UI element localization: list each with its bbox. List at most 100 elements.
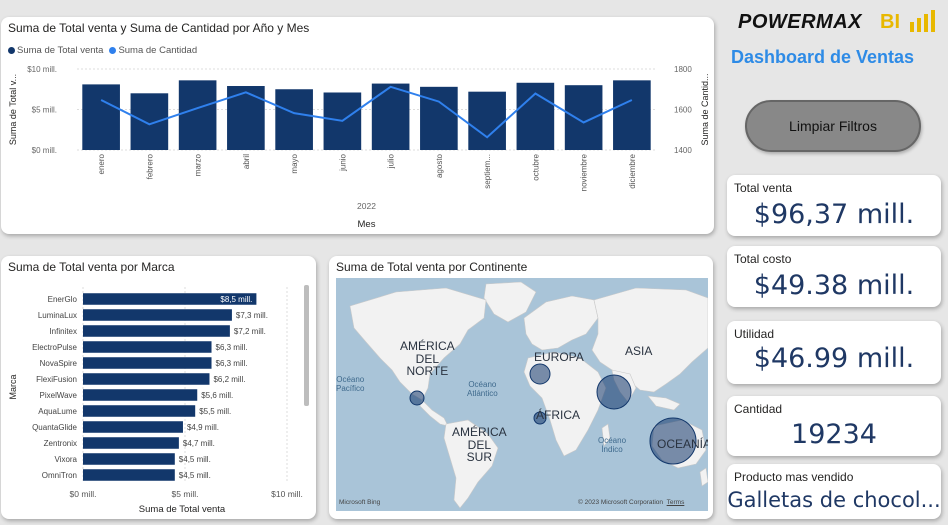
bar-data-label: $5,6 mill. xyxy=(201,391,233,400)
bar-total-venta[interactable] xyxy=(468,91,506,150)
combo-chart-legend: Suma de Total venta Suma de Cantidad xyxy=(8,45,197,56)
label-europe: EUROPA xyxy=(534,350,584,364)
brand-category-label: Vixora xyxy=(54,455,77,464)
bar-chart-icon xyxy=(910,10,935,32)
bar-brand-total-venta[interactable] xyxy=(83,309,232,321)
brand-category-label: AquaLume xyxy=(38,407,77,416)
bar-data-label: $8,5 mill. xyxy=(220,295,252,304)
bar-total-venta[interactable] xyxy=(420,86,458,150)
map-card[interactable]: Suma de Total venta por Continente xyxy=(329,256,713,519)
bar-total-venta[interactable] xyxy=(564,85,603,150)
brand-category-label: EnerGlo xyxy=(48,295,78,304)
combo-chart-title: Suma de Total venta y Suma de Cantidad p… xyxy=(8,21,310,35)
kpi-value: $46.99 mill. xyxy=(753,343,915,374)
legend-item-total-venta[interactable]: Suma de Total venta xyxy=(8,45,103,56)
y-right-axis-title: Suma de Cantid... xyxy=(700,73,710,145)
bubble-north-america[interactable] xyxy=(409,390,425,406)
bar-brand-total-venta[interactable] xyxy=(83,453,175,465)
bar-brand-total-venta[interactable] xyxy=(83,325,230,337)
bar-data-label: $4,5 mill. xyxy=(179,471,211,480)
map-title: Suma de Total venta por Continente xyxy=(336,260,528,274)
bing-logo: Microsoft Bing xyxy=(339,499,381,506)
scrollbar-thumb[interactable] xyxy=(304,285,309,406)
bar-data-label: $5,5 mill. xyxy=(199,407,231,416)
bar-brand-total-venta[interactable] xyxy=(83,341,212,353)
bar-brand-total-venta[interactable] xyxy=(83,357,212,369)
powermax-logo: POWERMAX BI xyxy=(738,8,938,38)
y-left-tick-label: $5 mill. xyxy=(32,106,57,115)
x-category-label: febrero xyxy=(145,153,154,179)
x-axis-title: Suma de Total venta xyxy=(139,504,226,515)
bubble-oceania[interactable] xyxy=(649,417,697,465)
x-category-label: octubre xyxy=(531,153,540,180)
bar-data-label: $6,3 mill. xyxy=(216,343,248,352)
kpi-value: Galletas de chocol... xyxy=(727,488,941,512)
y-right-tick-label: 1400 xyxy=(674,146,692,155)
bar-total-venta[interactable] xyxy=(178,80,217,150)
brand-category-label: Zentronix xyxy=(44,439,77,448)
legend-item-cantidad[interactable]: Suma de Cantidad xyxy=(109,45,197,56)
bubble-europe[interactable] xyxy=(529,363,551,385)
bar-brand-total-venta[interactable] xyxy=(83,421,183,433)
kpi-card-cantidad[interactable]: Cantidad 19234 xyxy=(727,396,941,456)
kpi-label: Utilidad xyxy=(734,327,775,341)
brand-category-label: LuminaLux xyxy=(38,311,77,320)
bar-total-venta[interactable] xyxy=(82,84,120,150)
bar-brand-total-venta[interactable] xyxy=(83,389,198,401)
x-category-label: noviembre xyxy=(580,153,589,191)
x-category-label: junio xyxy=(338,153,347,171)
brand-category-label: ElectroPulse xyxy=(32,343,77,352)
kpi-card-producto-mas-vendido[interactable]: Producto mas vendido Galletas de chocol.… xyxy=(727,464,941,519)
bubble-asia[interactable] xyxy=(596,374,632,410)
x-category-label: diciembre xyxy=(628,153,637,188)
bar-brand-total-venta[interactable] xyxy=(83,437,179,449)
bar-brand-total-venta[interactable] xyxy=(83,293,257,305)
x-category-label: enero xyxy=(97,153,106,174)
brand-category-label: QuantaGlide xyxy=(32,423,77,432)
x-category-label: mayo xyxy=(290,153,299,173)
label-oceania: OCEANÍA xyxy=(657,437,708,451)
brand-category-label: FlexiFusion xyxy=(36,375,77,384)
bar-data-label: $6,3 mill. xyxy=(216,359,248,368)
line-cantidad[interactable] xyxy=(100,85,633,139)
kpi-value: 19234 xyxy=(791,419,877,450)
brand-chart-plot[interactable]: $0 mill. $5 mill. $10 mill. EnerGlo $8,5 mil… xyxy=(1,256,316,519)
bar-total-venta[interactable] xyxy=(275,89,313,150)
y-left-tick-label: $10 mill. xyxy=(27,65,57,74)
label-asia: ASIA xyxy=(625,344,653,358)
x-category-label: agosto xyxy=(435,153,444,178)
combo-chart-plot[interactable]: $0 mill. $5 mill. $10 mill. 1400 1600 1800 Sum… xyxy=(1,17,714,234)
terms-link[interactable]: Terms xyxy=(666,499,685,506)
bar-brand-total-venta[interactable] xyxy=(83,469,175,481)
bar-total-venta[interactable] xyxy=(371,83,410,150)
y-right-tick-label: 1600 xyxy=(674,106,692,115)
kpi-label: Total venta xyxy=(734,181,793,195)
y-axis-title: Marca xyxy=(8,374,18,399)
x-axis-title: Mes xyxy=(358,219,376,230)
world-map[interactable]: AMÉRICA DEL NORTE EUROPA ASIA ÁFRICA AMÉ… xyxy=(336,278,708,511)
kpi-card-utilidad[interactable]: Utilidad $46.99 mill. xyxy=(727,321,941,384)
bar-total-venta[interactable] xyxy=(130,93,169,150)
label-north-america: AMÉRICA DEL NORTE xyxy=(400,339,455,379)
world-map-land xyxy=(349,281,708,509)
x-category-label: julio xyxy=(387,153,396,169)
bar-total-venta[interactable] xyxy=(613,80,651,150)
kpi-label: Cantidad xyxy=(734,402,783,416)
x-category-label: marzo xyxy=(194,153,203,176)
brand-category-label: NovaSpire xyxy=(40,359,78,368)
logo-bi-text: BI xyxy=(880,11,900,33)
kpi-card-total-costo[interactable]: Total costo $49.38 mill. xyxy=(727,246,941,307)
label-indian-ocean: Océano Índico xyxy=(598,436,627,454)
bar-brand-total-venta[interactable] xyxy=(83,405,196,417)
kpi-label: Producto mas vendido xyxy=(734,470,854,484)
bar-data-label: $4,9 mill. xyxy=(187,423,219,432)
brand-category-label: OmniTron xyxy=(42,471,77,480)
legend-label: Suma de Total venta xyxy=(17,45,104,56)
kpi-card-total-venta[interactable]: Total venta $96,37 mill. xyxy=(727,175,941,236)
bar-brand-total-venta[interactable] xyxy=(83,373,210,385)
clear-filters-button[interactable]: Limpiar Filtros xyxy=(745,100,921,152)
brand-chart-card[interactable]: Suma de Total venta por Marca $0 mill. $5… xyxy=(1,256,316,519)
brand-category-label: PixelWave xyxy=(40,391,78,400)
combo-chart-card[interactable]: Suma de Total venta y Suma de Cantidad p… xyxy=(1,17,714,234)
bubble-africa[interactable] xyxy=(533,411,547,425)
